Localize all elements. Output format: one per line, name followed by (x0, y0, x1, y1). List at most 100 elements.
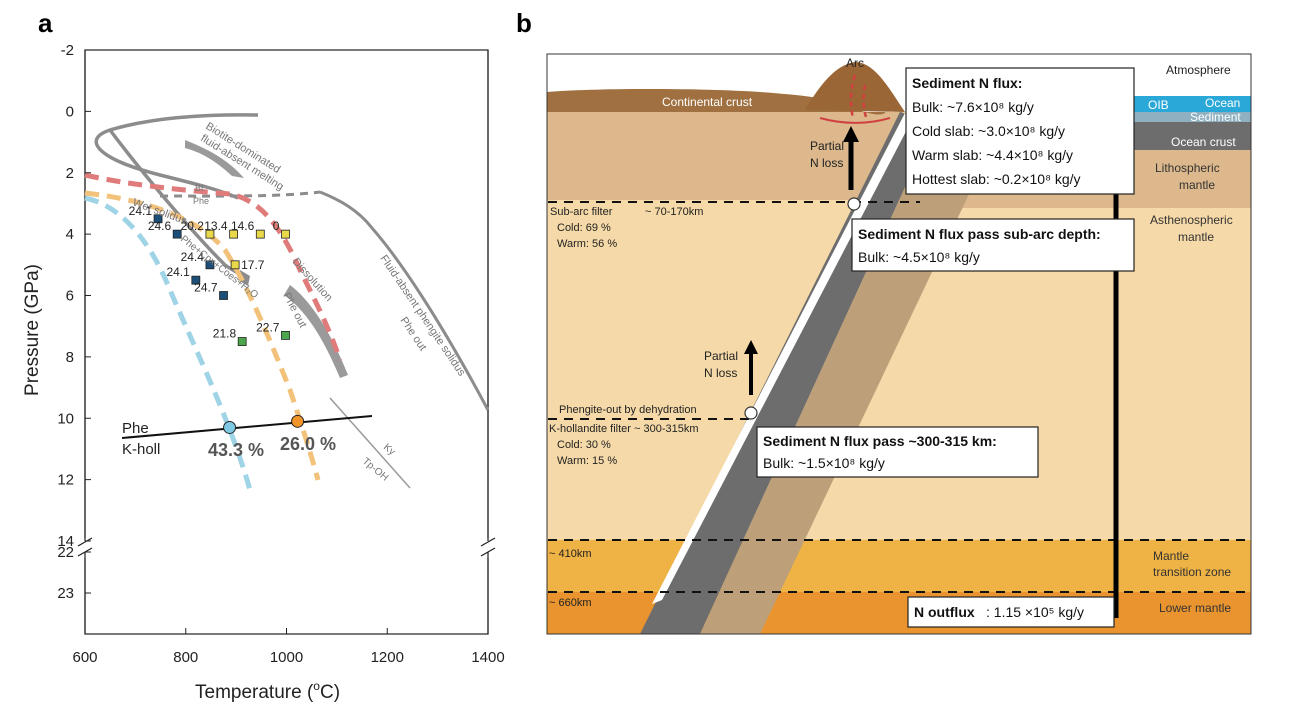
label-fluid-absent: Fluid-absent phengite solidus (378, 253, 468, 379)
data-point-label: 24.1 (129, 204, 153, 218)
data-point (205, 229, 215, 239)
label-subarc-cold: Cold: 69 % (557, 222, 611, 234)
label-transition-zone: transition zone (1153, 565, 1231, 579)
box3-title: Sediment N flux pass ~300-315 km: (763, 433, 997, 449)
data-points-layer: 24.124.624.424.124.720.2 13.4 14.6 017.721.… (129, 204, 305, 434)
x-tick-label: 800 (173, 649, 198, 666)
continental-lithosphere (547, 112, 903, 200)
label-khollandite-filter: K-hollandite filter ~ 300-315km (549, 423, 699, 435)
label-lower-mantle: Lower mantle (1159, 601, 1231, 615)
data-point (172, 229, 182, 239)
box2-bulk: Bulk: ~4.5×10⁸ kg/y (858, 249, 980, 265)
arc-volcano (805, 62, 905, 112)
label-lithospheric: Lithospheric (1155, 161, 1220, 175)
label-k-holl: K-holl (122, 441, 160, 458)
panel-a-plot: 24.124.624.424.124.720.2 13.4 14.6 017.721.… (22, 42, 505, 703)
data-point-label: 13.4 (204, 219, 228, 233)
intersection-marker (223, 420, 237, 434)
label-n-loss-1: N loss (810, 156, 843, 170)
break-mark-left-1 (77, 537, 93, 547)
break-mark-right-1 (480, 537, 496, 547)
label-410km: ~ 410km (549, 548, 592, 560)
x-tick-label: 600 (72, 649, 97, 666)
x-tick-label: 1400 (471, 649, 504, 666)
outflux-label: N outflux (914, 604, 975, 620)
y-tick-label: 2 (66, 165, 74, 182)
box1-title: Sediment N flux: (912, 75, 1022, 91)
flux-box-3: Sediment N flux pass ~300-315 km: Bulk: … (756, 426, 1039, 478)
data-point (153, 214, 163, 224)
label-phe-small: Phe (193, 196, 209, 206)
data-point-label: 24.4 (181, 250, 205, 264)
slab-white-line (652, 113, 913, 604)
outflux-box: N outflux : 1.15 ×10⁵ kg/y (907, 596, 1115, 628)
label-khol-cold: Cold: 30 % (557, 439, 611, 451)
data-point-label: 20.2 (181, 219, 205, 233)
ky-tpoh-line (329, 397, 411, 489)
data-point (281, 330, 290, 340)
label-partial-2: Partial (704, 349, 738, 363)
flux-box-1: Sediment N flux: Bulk: ~7.6×10⁸ kg/y Col… (905, 67, 1135, 195)
label-subarc-warm: Warm: 56 % (557, 238, 617, 250)
y-tick-label: 22 (57, 544, 74, 561)
data-point-label: 0 (273, 219, 280, 233)
panel-b-letter: b (516, 8, 532, 38)
data-point (219, 291, 228, 300)
biotite-curve (94, 113, 259, 200)
label-khol-warm: Warm: 15 % (557, 455, 617, 467)
red-dashed-curve (84, 172, 343, 361)
label-atmosphere: Atmosphere (1166, 63, 1231, 77)
label-phengite-out: Phengite-out by dehydration (559, 404, 697, 416)
y-tick-label: 8 (66, 349, 74, 366)
partial-loss-arrow-1-head (843, 126, 859, 142)
label-continental-crust: Continental crust (662, 95, 753, 109)
phe-out-band (284, 285, 348, 378)
axis-break-mask (78, 538, 498, 558)
data-point-label: 14.6 (231, 219, 255, 233)
outflux-value: : 1.15 ×10⁵ kg/y (986, 604, 1084, 620)
continental-crust (547, 89, 885, 115)
data-point-label: 24.6 (148, 219, 172, 233)
label-asthenospheric: Asthenospheric (1150, 213, 1233, 227)
y-tick-label: 10 (57, 410, 74, 427)
khollandite-marker (744, 406, 758, 420)
intersection-marker (291, 414, 305, 428)
label-bt: Bt (195, 183, 204, 193)
data-point (281, 229, 290, 239)
panel-a-letter: a (38, 8, 53, 38)
label-pct-26: 26.0 % (280, 434, 336, 454)
label-phe: Phe (122, 420, 149, 437)
box3-bulk: Bulk: ~1.5×10⁸ kg/y (763, 455, 885, 471)
label-pct-43: 43.3 % (208, 440, 264, 460)
label-arc: Arc (846, 56, 864, 70)
label-sediment: Sediment (1190, 110, 1241, 124)
data-point (237, 337, 247, 346)
data-point-label: 24.1 (166, 265, 190, 279)
arc-magma-base (819, 117, 891, 124)
x-tick-label: 1200 (371, 649, 404, 666)
warm-orange-dashed (84, 190, 321, 481)
data-point-label: 17.7 (241, 258, 265, 272)
label-subarc-depth: ~ 70-170km (645, 206, 703, 218)
data-point (229, 229, 239, 239)
panel-b-frame (546, 53, 1252, 635)
panel-b-diagram: Arc Atmosphere Continental crust OIB Oce… (546, 53, 1252, 635)
transition-zone-layer (547, 540, 1251, 592)
box1-bulk: Bulk: ~7.6×10⁸ kg/y (912, 99, 1034, 115)
data-point-label: 21.8 (213, 327, 237, 341)
y-tick-label: -2 (61, 42, 74, 59)
data-point (230, 260, 240, 270)
y-axis-title: Pressure (GPa) (22, 264, 43, 396)
y-tick-label: 4 (66, 226, 74, 243)
y-tick-label: 0 (66, 103, 74, 120)
ocean-sediment (1120, 112, 1251, 122)
subarc-marker (847, 197, 861, 211)
arc-magma-2 (862, 84, 869, 121)
label-lithospheric-mantle: mantle (1179, 178, 1215, 192)
label-n-loss-2: N loss (704, 366, 737, 380)
y-tick-label: 12 (57, 472, 74, 489)
x-axis-title: Temperature (oC) (195, 679, 340, 703)
biotite-band (185, 140, 244, 178)
